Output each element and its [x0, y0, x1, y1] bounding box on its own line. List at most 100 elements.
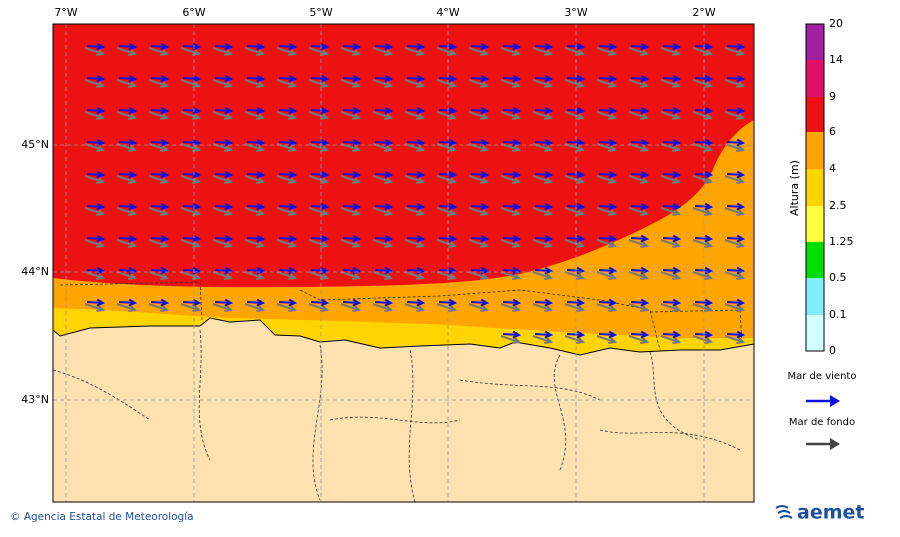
- arrow: [630, 234, 650, 243]
- arrow: [212, 303, 234, 312]
- arrow: [372, 207, 394, 216]
- arrow: [470, 170, 490, 179]
- arrow: [502, 234, 522, 243]
- arrow: [436, 175, 458, 184]
- arrow: [278, 74, 298, 83]
- arrow: [534, 42, 554, 51]
- arrow-field: [84, 42, 746, 344]
- arrow: [694, 298, 714, 307]
- colorbar: Altura (m) 20 14 9 6 4 2.5 1.25 0.5 0.1 …: [788, 17, 854, 357]
- arrow: [372, 175, 394, 184]
- arrow: [470, 298, 490, 307]
- arrow: [310, 298, 330, 307]
- arrow: [372, 271, 394, 280]
- arrow: [182, 298, 202, 307]
- colorbar-label: 0.1: [829, 308, 847, 321]
- arrow: [628, 239, 650, 248]
- arrow: [598, 138, 618, 147]
- lon-label: 7°W: [54, 6, 77, 19]
- arrow: [630, 170, 650, 179]
- arrow: [212, 111, 234, 120]
- arrow: [534, 330, 554, 339]
- arrow: [628, 79, 650, 88]
- arrow: [84, 79, 106, 88]
- arrow: [660, 303, 682, 312]
- arrow: [726, 42, 746, 51]
- arrow: [694, 202, 714, 211]
- colorbar-label: 0: [829, 344, 836, 357]
- arrow: [724, 335, 746, 344]
- arrow: [660, 239, 682, 248]
- arrow: [596, 79, 618, 88]
- arrow: [628, 207, 650, 216]
- arrow: [436, 79, 458, 88]
- arrow: [342, 74, 362, 83]
- arrow: [726, 106, 746, 115]
- arrow: [150, 234, 170, 243]
- arrow: [308, 79, 330, 88]
- arrow: [598, 298, 618, 307]
- arrow: [150, 202, 170, 211]
- arrow: [278, 234, 298, 243]
- arrow: [630, 266, 650, 275]
- colorbar-label: 0.5: [829, 271, 847, 284]
- arrow: [438, 42, 458, 51]
- arrow: [212, 175, 234, 184]
- arrow: [502, 330, 522, 339]
- arrow: [726, 138, 746, 147]
- arrow: [662, 42, 682, 51]
- arrow: [180, 47, 202, 56]
- arrow: [534, 298, 554, 307]
- arrow: [534, 74, 554, 83]
- arrow: [150, 298, 170, 307]
- arrow: [116, 303, 138, 312]
- arrow: [660, 271, 682, 280]
- arrow: [596, 271, 618, 280]
- arrow: [630, 202, 650, 211]
- arrow: [278, 42, 298, 51]
- arrow: [244, 271, 266, 280]
- arrow: [308, 239, 330, 248]
- arrow: [244, 207, 266, 216]
- arrow: [598, 202, 618, 211]
- arrow: [406, 202, 426, 211]
- arrow: [406, 106, 426, 115]
- arrow: [278, 266, 298, 275]
- arrow: [180, 79, 202, 88]
- arrow: [308, 271, 330, 280]
- arrow: [500, 303, 522, 312]
- arrow: [436, 47, 458, 56]
- arrow: [308, 207, 330, 216]
- arrow: [244, 143, 266, 152]
- arrow: [374, 138, 394, 147]
- arrow: [84, 303, 106, 312]
- arrow: [244, 79, 266, 88]
- arrow: [596, 335, 618, 344]
- arrow: [214, 74, 234, 83]
- arrow: [116, 47, 138, 56]
- arrow: [694, 106, 714, 115]
- arrow: [214, 106, 234, 115]
- arrow: [566, 74, 586, 83]
- arrow: [342, 170, 362, 179]
- arrow: [500, 239, 522, 248]
- arrow: [86, 298, 106, 307]
- arrow: [564, 111, 586, 120]
- arrow: [726, 202, 746, 211]
- arrow: [246, 106, 266, 115]
- arrow: [340, 47, 362, 56]
- arrow: [438, 266, 458, 275]
- arrow: [438, 170, 458, 179]
- arrow: [214, 298, 234, 307]
- arrow: [118, 106, 138, 115]
- arrow: [406, 74, 426, 83]
- arrow: [630, 42, 650, 51]
- arrow: [694, 74, 714, 83]
- arrow: [692, 239, 714, 248]
- arrow: [404, 303, 426, 312]
- arrow: [118, 74, 138, 83]
- arrow: [692, 175, 714, 184]
- arrow: [598, 170, 618, 179]
- arrow: [310, 234, 330, 243]
- sea-red: [53, 24, 754, 288]
